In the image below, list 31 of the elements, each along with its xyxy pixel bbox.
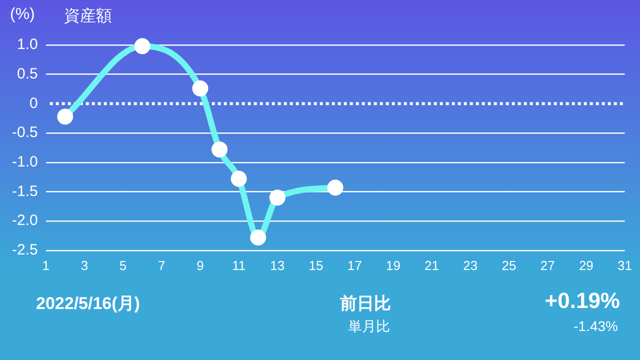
y-tick-label: -2.0 <box>12 212 38 230</box>
y-tick-label: 0 <box>30 94 38 112</box>
x-tick-label: 21 <box>424 258 440 273</box>
x-tick-label: 15 <box>308 258 324 273</box>
text: 2022/5/16(月) <box>36 293 140 315</box>
text: 前日比 <box>340 293 391 315</box>
x-tick-label: 31 <box>618 258 632 273</box>
chart-title: 資産額 <box>64 6 112 27</box>
text: +0.19% <box>544 288 620 314</box>
y-tick-label: -1.5 <box>12 182 38 200</box>
x-tick-label: 5 <box>119 258 127 273</box>
x-tick-label: 11 <box>232 258 246 273</box>
x-tick-label: 23 <box>463 258 478 273</box>
y-tick-label: 0.5 <box>16 65 38 82</box>
x-tick-label: 29 <box>578 258 594 273</box>
x-tick-label: 7 <box>158 258 166 273</box>
text: -1.43% <box>574 318 618 334</box>
x-tick-label: 1 <box>42 258 50 273</box>
x-tick-label: 19 <box>386 258 400 273</box>
text: 単月比 <box>348 318 390 336</box>
y-tick-label: 1.0 <box>16 36 38 54</box>
x-tick-label: 27 <box>540 258 555 273</box>
y-tick-label: -1.0 <box>12 154 38 171</box>
x-tick-label: 17 <box>347 258 362 273</box>
x-tick-label: 9 <box>196 258 204 273</box>
y-axis-title: (%) <box>10 6 35 24</box>
x-tick-label: 25 <box>502 258 516 273</box>
x-tick-label: 13 <box>270 258 285 273</box>
y-tick-label: -2.5 <box>12 242 38 259</box>
x-tick-label: 3 <box>80 258 88 273</box>
y-tick-label: -0.5 <box>12 124 38 142</box>
